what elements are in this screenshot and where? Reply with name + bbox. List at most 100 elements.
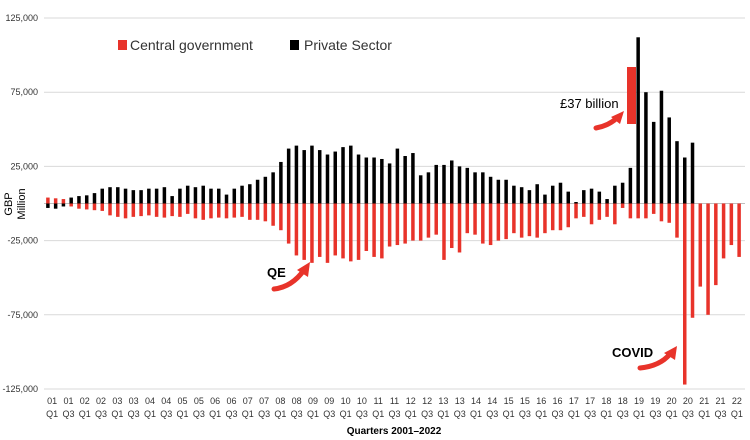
bar-central — [294, 203, 299, 256]
x-tick-quarter: Q1 — [405, 409, 417, 419]
bar-central — [84, 203, 89, 210]
x-tick-quarter: Q3 — [552, 409, 564, 419]
bar-private — [317, 150, 322, 204]
bar-central — [566, 203, 570, 228]
bar-central — [178, 203, 182, 217]
bar-private — [488, 176, 493, 204]
bar-central — [201, 203, 205, 220]
bar-central — [46, 197, 50, 204]
x-tick-year: 21 — [716, 396, 726, 406]
bar-central — [380, 203, 384, 259]
x-tick-quarter: Q3 — [486, 409, 498, 419]
x-tick-year: 05 — [194, 396, 204, 406]
y-tick-label: -125,000 — [2, 384, 38, 394]
bar-central — [193, 203, 198, 219]
legend-label-central: Central government — [130, 37, 253, 53]
y-tick-label: -75,000 — [7, 310, 38, 320]
bar-central — [450, 203, 454, 249]
bar-private — [667, 117, 671, 204]
bar-central — [651, 203, 656, 214]
bar-central — [77, 203, 81, 209]
bar-central — [535, 203, 539, 238]
legend-label-private: Private Sector — [304, 37, 392, 53]
bar-private — [193, 187, 198, 204]
bar-central — [61, 199, 66, 204]
bar-private — [582, 190, 586, 204]
bar-private — [263, 176, 268, 204]
bar-central — [496, 203, 501, 241]
bar-central — [620, 203, 625, 208]
x-tick-year: 01 — [63, 396, 73, 406]
bar-central — [372, 203, 376, 257]
x-tick-year: 11 — [374, 396, 383, 406]
bar-central — [714, 203, 718, 286]
bar-private — [364, 157, 369, 204]
bar-private — [286, 148, 291, 204]
x-tick-year: 19 — [650, 396, 660, 406]
x-tick-year: 16 — [536, 396, 546, 406]
bar-private — [465, 167, 470, 204]
bar-private — [77, 196, 81, 204]
bar-private — [108, 187, 112, 204]
bar-central — [527, 203, 532, 237]
x-tick-quarter: Q1 — [209, 409, 221, 419]
x-tick-quarter: Q3 — [519, 409, 531, 419]
x-tick-quarter: Q1 — [633, 409, 645, 419]
gridlines — [44, 17, 745, 390]
y-axis-title-million: Million — [16, 188, 28, 219]
x-tick-year: 07 — [243, 396, 253, 406]
bar-private — [240, 185, 244, 204]
x-tick-quarter: Q1 — [731, 409, 743, 419]
x-tick-quarter: Q3 — [62, 409, 74, 419]
bar-private — [46, 203, 50, 208]
x-tick-quarter: Q3 — [715, 409, 727, 419]
bar-central — [426, 203, 431, 238]
bar-private — [92, 193, 97, 204]
bar-private — [100, 188, 104, 204]
bar-central — [675, 203, 679, 238]
x-tick-year: 11 — [390, 396, 399, 406]
bar-private — [302, 150, 306, 204]
bar-private — [418, 175, 423, 204]
x-tick-year: 04 — [161, 396, 171, 406]
bar-central — [395, 203, 400, 246]
y-tick-label: 75,000 — [10, 87, 38, 97]
bar-central — [154, 203, 159, 217]
x-tick-year: 08 — [275, 396, 285, 406]
bar-private — [255, 179, 260, 204]
x-axis: 01 Q1 01 Q3 02 Q1 02 Q3 03 Q1 03 Q3 04 Q1 04 Q3 05 Q1 05 Q3… — [46, 396, 743, 419]
bar-private — [333, 151, 337, 204]
bar-central — [589, 203, 594, 225]
annotation-qe-arrowhead — [297, 262, 310, 277]
bar-private — [372, 157, 376, 204]
bar-central — [310, 203, 314, 263]
y-tick-label: 125,000 — [5, 13, 38, 23]
x-tick-quarter: Q1 — [503, 409, 515, 419]
annotation-37-billion: £37 billion — [560, 96, 619, 111]
bar-private — [395, 148, 400, 204]
annotation-37-billion-arrowhead — [611, 111, 624, 124]
bar-central — [504, 203, 508, 240]
bar-central — [185, 203, 190, 214]
bar-private — [659, 90, 664, 204]
x-tick-quarter: Q1 — [535, 409, 547, 419]
x-tick-year: 07 — [259, 396, 269, 406]
x-tick-quarter: Q3 — [225, 409, 237, 419]
bar-private — [325, 154, 330, 204]
x-axis-title: Quarters 2001–2022 — [347, 426, 442, 437]
y-axis-title: GBP Million — [3, 188, 28, 219]
bar-private — [279, 161, 283, 204]
x-tick-quarter: Q3 — [584, 409, 596, 419]
bar-private — [457, 166, 462, 204]
bar-private — [442, 164, 446, 204]
bar-central — [550, 203, 555, 231]
bar-central — [364, 203, 369, 251]
bar-central — [147, 203, 151, 216]
bar-central — [263, 203, 268, 222]
bar-central — [100, 203, 104, 211]
bar-private — [558, 182, 563, 204]
bar-private — [620, 182, 625, 204]
bar-private — [690, 142, 695, 204]
x-tick-quarter: Q3 — [356, 409, 368, 419]
bar-central — [706, 203, 710, 315]
